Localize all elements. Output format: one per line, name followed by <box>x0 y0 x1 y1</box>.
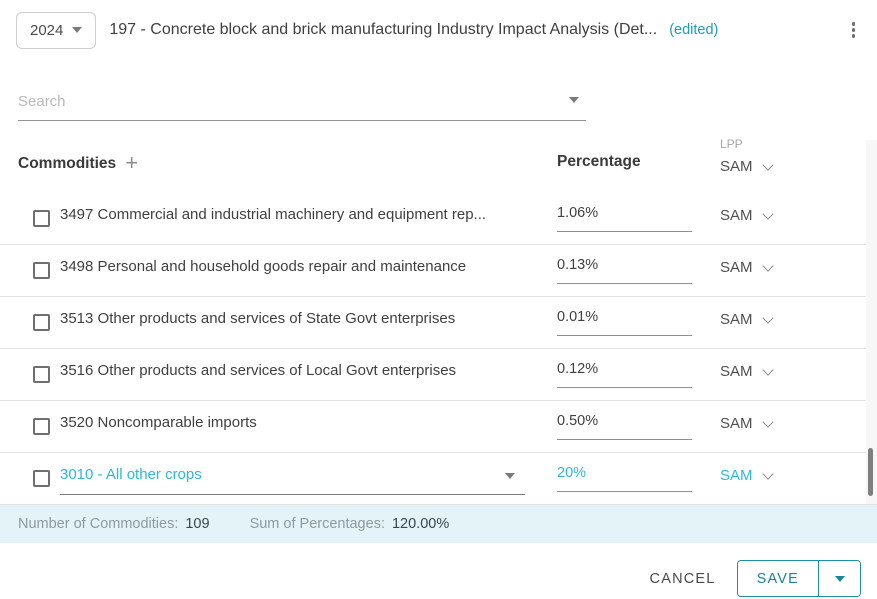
table-header: Commodities + Percentage LPP SAM <box>0 137 877 193</box>
percentage-value: 0.50% <box>557 413 599 429</box>
percentage-input[interactable]: 0.13% <box>557 253 692 284</box>
table-row: 3497 Commercial and industrial machinery… <box>0 193 877 245</box>
action-bar: CANCEL SAVE <box>0 560 877 597</box>
chevron-down-icon <box>761 363 774 376</box>
row-checkbox[interactable] <box>33 262 50 279</box>
row-lpp-dropdown[interactable]: SAM <box>720 259 774 276</box>
year-selector-value: 2024 <box>30 21 64 39</box>
table-row: 3516 Other products and services of Loca… <box>0 349 877 401</box>
scrollbar-track[interactable] <box>866 140 877 504</box>
percentage-sum-label: Sum of Percentages: <box>249 516 385 532</box>
row-lpp-value: SAM <box>720 467 753 484</box>
table-row: 3513 Other products and services of Stat… <box>0 297 877 349</box>
chevron-down-icon <box>761 311 774 324</box>
save-options-button[interactable] <box>819 561 860 596</box>
row-lpp-dropdown[interactable]: SAM <box>720 207 774 224</box>
percentage-input[interactable]: 0.01% <box>557 305 692 336</box>
row-checkbox[interactable] <box>33 418 50 435</box>
percentage-input[interactable]: 20% <box>557 461 692 492</box>
row-lpp-value: SAM <box>720 259 753 276</box>
save-button[interactable]: SAVE <box>737 561 819 596</box>
lpp-column-header: LPP <box>720 137 743 151</box>
commodity-name: 3498 Personal and household goods repair… <box>60 258 467 275</box>
page-title: 197 - Concrete block and brick manufactu… <box>109 21 658 38</box>
commodity-name-field: 3497 Commercial and industrial machinery… <box>60 206 525 224</box>
row-lpp-dropdown[interactable]: SAM <box>720 467 774 484</box>
chevron-down-icon <box>761 415 774 428</box>
percentage-value: 0.01% <box>557 309 599 325</box>
row-lpp-dropdown[interactable]: SAM <box>720 415 774 432</box>
commodities-column-header: Commodities <box>18 155 117 172</box>
search-input[interactable] <box>18 88 586 120</box>
cancel-button[interactable]: CANCEL <box>648 563 718 595</box>
percentage-value: 0.12% <box>557 361 599 377</box>
commodity-dropdown-icon <box>505 473 515 479</box>
chevron-down-icon <box>761 259 774 272</box>
add-commodity-icon[interactable]: + <box>125 150 139 175</box>
chevron-down-icon <box>761 207 774 220</box>
percentage-value: 0.13% <box>557 257 599 273</box>
chevron-down-icon <box>761 158 774 171</box>
commodity-table: 3497 Commercial and industrial machinery… <box>0 193 877 505</box>
row-lpp-value: SAM <box>720 207 753 224</box>
edited-badge: (edited) <box>669 22 719 38</box>
commodity-name-field: 3513 Other products and services of Stat… <box>60 310 525 328</box>
row-lpp-value: SAM <box>720 311 753 328</box>
row-checkbox[interactable] <box>33 210 50 227</box>
table-row: 3520 Noncomparable imports 0.50% SAM <box>0 401 877 453</box>
summary-bar: Number of Commodities: 109 Sum of Percen… <box>0 505 877 543</box>
percentage-value: 1.06% <box>557 205 599 221</box>
commodity-name-field[interactable]: 3010 - All other crops <box>60 466 525 495</box>
top-bar: 2024 197 - Concrete block and brick manu… <box>0 0 877 52</box>
chevron-down-icon <box>761 467 774 480</box>
row-lpp-value: SAM <box>720 415 753 432</box>
lpp-header-dropdown[interactable]: SAM <box>720 158 774 175</box>
commodity-name: 3520 Noncomparable imports <box>60 414 257 431</box>
percentage-input[interactable]: 0.50% <box>557 409 692 440</box>
row-checkbox[interactable] <box>33 314 50 331</box>
commodity-name-field: 3498 Personal and household goods repair… <box>60 258 525 276</box>
search-dropdown-icon[interactable] <box>569 97 579 103</box>
kebab-menu-icon[interactable] <box>844 16 864 44</box>
scrollbar-thumb[interactable] <box>868 448 873 496</box>
percentage-column-header: Percentage <box>557 153 641 170</box>
percentage-value: 20% <box>557 465 587 481</box>
percentage-input[interactable]: 0.12% <box>557 357 692 388</box>
commodity-name: 3497 Commercial and industrial machinery… <box>60 206 487 223</box>
search-field <box>18 88 586 121</box>
chevron-down-icon <box>72 27 83 33</box>
commodity-count-value: 109 <box>185 516 210 532</box>
commodity-name-field: 3520 Noncomparable imports <box>60 414 525 432</box>
row-lpp-dropdown[interactable]: SAM <box>720 311 774 328</box>
row-checkbox[interactable] <box>33 470 50 487</box>
table-row: 3010 - All other crops 20% SAM <box>0 453 877 505</box>
table-row: 3498 Personal and household goods repair… <box>0 245 877 297</box>
commodity-name: 3010 - All other crops <box>60 466 202 483</box>
percentage-input[interactable]: 1.06% <box>557 201 692 232</box>
commodity-name-field: 3516 Other products and services of Loca… <box>60 362 525 380</box>
commodity-name: 3513 Other products and services of Stat… <box>60 310 456 327</box>
row-lpp-value: SAM <box>720 363 753 380</box>
chevron-down-icon <box>834 575 845 582</box>
row-lpp-dropdown[interactable]: SAM <box>720 363 774 380</box>
lpp-header-dropdown-value: SAM <box>720 158 753 175</box>
year-selector[interactable]: 2024 <box>16 11 97 49</box>
commodity-name: 3516 Other products and services of Loca… <box>60 362 457 379</box>
save-split-button: SAVE <box>736 560 861 597</box>
row-checkbox[interactable] <box>33 366 50 383</box>
commodity-count-label: Number of Commodities: <box>18 516 179 532</box>
percentage-sum-value: 120.00% <box>391 516 450 532</box>
